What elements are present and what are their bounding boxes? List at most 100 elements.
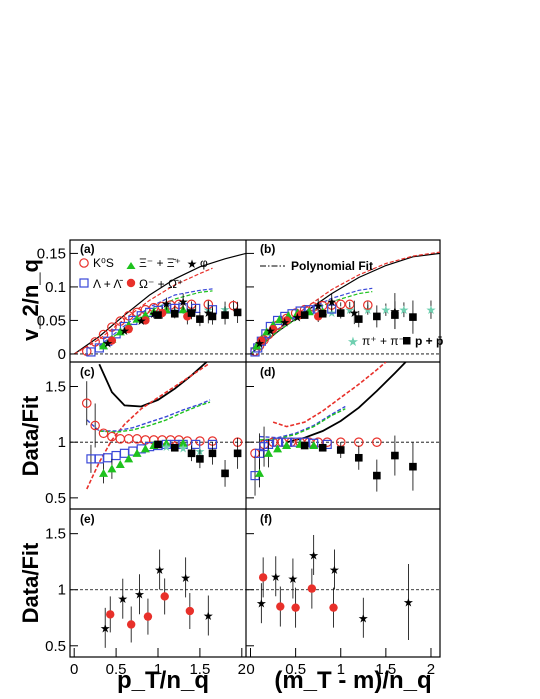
ratio-proton-d-5 bbox=[391, 451, 399, 460]
proton-a-5 bbox=[221, 311, 229, 319]
y-axis-title-top: v_2/n_q bbox=[18, 259, 43, 341]
proton-b-1 bbox=[318, 309, 327, 318]
pion-b-1: ★ bbox=[344, 303, 355, 317]
ratio-proton-c-2 bbox=[187, 449, 196, 458]
phi-b-0: ★ bbox=[254, 337, 265, 351]
ratio-fit-black-d bbox=[286, 362, 407, 444]
legend-lambda-label: Λ + Λ̄ bbox=[93, 277, 123, 291]
xleft-ticklabel-1: 0.5 bbox=[106, 661, 127, 678]
omega-b-0 bbox=[257, 336, 266, 345]
legend-proton-marker bbox=[403, 337, 411, 345]
phi-b-2: ★ bbox=[279, 315, 290, 329]
ratio-phi-e-5: ★ bbox=[203, 609, 214, 623]
ratio-xi-c-1 bbox=[107, 464, 117, 473]
fit-phi-b bbox=[250, 252, 440, 355]
ratio-kaon-c-4 bbox=[115, 434, 126, 444]
ratio-omega-e-4 bbox=[185, 606, 195, 616]
panel-label-e: (e) bbox=[80, 512, 95, 526]
data-markers: ★★★★★★★★★★★★★★★★★★★★★★★★★★★★★★★★★★★★★★★★… bbox=[81, 293, 437, 648]
ytop-ticklabel-3: 0.15 bbox=[37, 245, 66, 262]
ratio-phi-e-0: ★ bbox=[100, 621, 111, 635]
legend-kaon-marker bbox=[79, 258, 89, 268]
phi-b-1: ★ bbox=[265, 324, 276, 338]
xright-ticklabel-4: 2 bbox=[427, 661, 435, 678]
panel-label-c: (c) bbox=[80, 365, 95, 379]
pion-b-5: ★ bbox=[426, 303, 437, 317]
proton-b-6 bbox=[409, 313, 417, 321]
legend-fit-label: Polynomial Fit bbox=[291, 259, 373, 273]
ratio-lambda-c-3 bbox=[111, 450, 121, 461]
ratio-kaon-d-11 bbox=[372, 437, 382, 447]
ratio-xi-d-2 bbox=[273, 444, 283, 453]
ratio-phi-e-3: ★ bbox=[154, 563, 165, 577]
ratio-omega-e-0 bbox=[106, 610, 115, 619]
phi-a-1: ★ bbox=[119, 324, 130, 338]
panel-label-d: (d) bbox=[260, 365, 275, 379]
phi-a-4: ★ bbox=[161, 297, 172, 311]
proton-b-2 bbox=[336, 309, 345, 317]
ratio-omega-e-2 bbox=[143, 612, 153, 621]
axis-ticks: 00.050.10.150.511.50.511.50 0.5 1 1.5 2 0 0.5 1… bbox=[37, 245, 435, 678]
ymid-ticklabel-1: 1 bbox=[58, 434, 66, 451]
ratio-lambda-c-2 bbox=[103, 453, 113, 463]
ratio-kaon-c-1 bbox=[90, 420, 100, 431]
ymid-ticklabel-2: 1.5 bbox=[45, 379, 66, 396]
ratio-xi-d-3 bbox=[282, 441, 292, 450]
ratio-fit-blue-d bbox=[259, 405, 346, 439]
ratio-proton-d-6 bbox=[409, 462, 417, 471]
ratio-phi-f-1: ★ bbox=[270, 570, 281, 584]
ratio-omega-e-1 bbox=[126, 620, 136, 629]
pion-b-3: ★ bbox=[380, 303, 391, 317]
proton-b-0 bbox=[300, 311, 309, 319]
ratio-xi-d-0 bbox=[255, 468, 265, 477]
ratio-proton-c-4 bbox=[208, 449, 217, 458]
ratio-phi-f-2: ★ bbox=[288, 572, 299, 586]
ratio-xi-c-0 bbox=[99, 468, 109, 477]
ratio-proton-d-1 bbox=[318, 443, 327, 452]
x-axis-title-right: (m_T - m)/n_q bbox=[274, 667, 431, 694]
ratio-fit-green-c bbox=[99, 401, 211, 433]
ratio-proton-c-3 bbox=[196, 455, 204, 463]
ratio-phi-e-1: ★ bbox=[117, 592, 128, 606]
ratio-phi-e-2: ★ bbox=[134, 588, 145, 602]
proton-a-4 bbox=[208, 312, 217, 321]
ratio-fit-blue-c bbox=[86, 399, 211, 432]
xright-ticklabel-0: 0 bbox=[246, 661, 254, 678]
phi-a-3: ★ bbox=[148, 307, 159, 321]
ybot-ticklabel-1: 1 bbox=[58, 582, 66, 599]
xleft-ticklabel-4: 2 bbox=[238, 661, 246, 678]
pion-b-2: ★ bbox=[362, 303, 373, 317]
ratio-lambda-c-12 bbox=[191, 439, 201, 450]
ratio-kaon-c-0 bbox=[81, 398, 92, 409]
phi-b-4: ★ bbox=[313, 299, 324, 313]
ratio-xi-c-4 bbox=[132, 448, 142, 457]
legend-xi-marker bbox=[126, 262, 136, 269]
omega-b-2 bbox=[282, 316, 291, 325]
legend-omega-label: Ω⁻ + Ω̄⁺ bbox=[139, 277, 183, 291]
ytop-ticklabel-0: 0 bbox=[58, 346, 66, 363]
xi-a-2 bbox=[115, 327, 125, 336]
ratio-proton-d-4 bbox=[373, 471, 381, 480]
ratio-fit-black-c bbox=[98, 362, 208, 408]
ratio-phi-f-4: ★ bbox=[329, 563, 340, 577]
omega-a-2 bbox=[141, 316, 150, 325]
proton-b-3 bbox=[354, 315, 363, 323]
phi-a-0: ★ bbox=[102, 337, 113, 351]
xright-ticklabel-3: 1.5 bbox=[375, 661, 396, 678]
fit-kaon-b bbox=[250, 251, 440, 355]
x-axis-title-left: p_T/n_q bbox=[117, 667, 209, 694]
phi-b-6: ★ bbox=[349, 306, 360, 320]
ytop-ticklabel-1: 0.05 bbox=[37, 312, 66, 329]
ratio-xi-d-1 bbox=[264, 448, 274, 457]
ratio-phi-f-6: ★ bbox=[403, 596, 414, 610]
ratio-proton-c-5 bbox=[221, 469, 229, 478]
ratio-omega-f-3 bbox=[307, 584, 317, 593]
panel-frames bbox=[69, 239, 441, 658]
omega-a-1 bbox=[124, 324, 133, 334]
ratio-phi-f-3: ★ bbox=[308, 548, 319, 562]
omega-a-0 bbox=[107, 336, 117, 345]
ratio-omega-f-4 bbox=[329, 603, 338, 612]
legend-pion-label: π⁺ + π⁻ bbox=[362, 334, 405, 348]
ratio-xi-c-7 bbox=[161, 438, 171, 447]
ratio-lambda-c-4 bbox=[119, 448, 130, 458]
